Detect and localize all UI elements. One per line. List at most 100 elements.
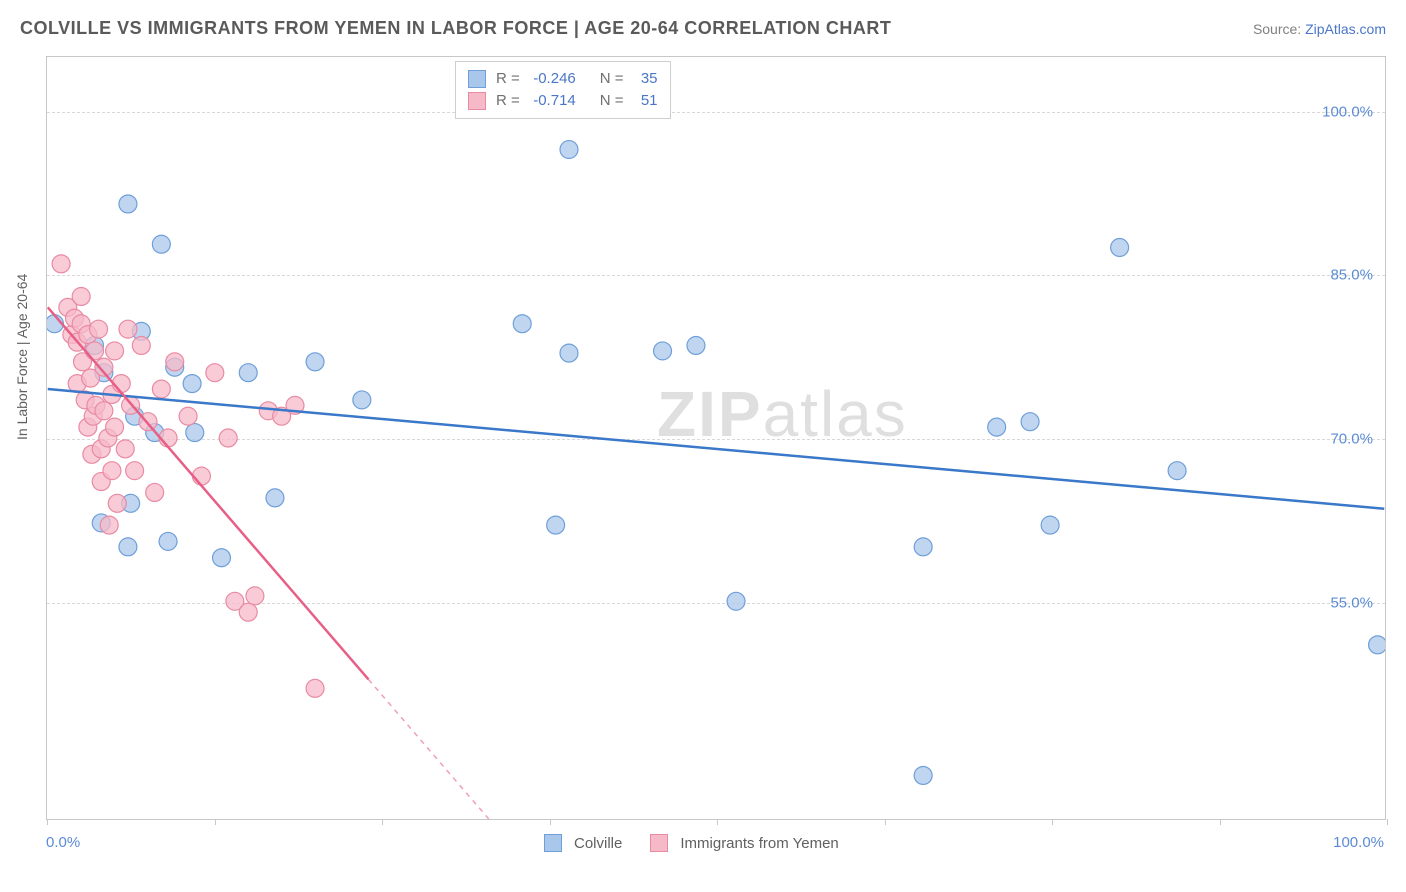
data-point — [86, 342, 104, 360]
data-point — [914, 538, 932, 556]
data-point — [79, 418, 97, 436]
data-point — [547, 516, 565, 534]
stat-n-value: 35 — [630, 68, 658, 90]
data-point — [90, 320, 108, 338]
data-point — [95, 364, 113, 382]
data-point — [68, 333, 86, 351]
stat-r-label: R = — [496, 90, 520, 112]
data-point — [92, 473, 110, 491]
legend-swatch — [468, 92, 486, 110]
y-axis-title: In Labor Force | Age 20-64 — [14, 274, 30, 440]
chart-title: COLVILLE VS IMMIGRANTS FROM YEMEN IN LAB… — [20, 18, 891, 39]
data-point — [74, 353, 92, 371]
legend-item: Colville — [544, 834, 622, 852]
data-point — [226, 592, 244, 610]
data-point — [266, 489, 284, 507]
data-point — [259, 402, 277, 420]
data-point — [687, 336, 705, 354]
x-tick-mark — [215, 819, 216, 825]
stat-r-value: -0.714 — [526, 90, 576, 112]
data-point — [1168, 462, 1186, 480]
data-point — [146, 483, 164, 501]
data-point — [87, 396, 105, 414]
x-tick-mark — [1387, 819, 1388, 825]
data-point — [654, 342, 672, 360]
data-point — [286, 396, 304, 414]
data-point — [68, 375, 86, 393]
x-tick-max: 100.0% — [1333, 834, 1384, 851]
y-tick-label: 100.0% — [1322, 103, 1373, 120]
data-point — [306, 679, 324, 697]
data-point — [72, 315, 90, 333]
x-tick-mark — [382, 819, 383, 825]
source-label: Source: — [1253, 21, 1305, 37]
data-point — [513, 315, 531, 333]
data-point — [122, 396, 140, 414]
x-tick-min: 0.0% — [46, 834, 80, 851]
x-tick-mark — [717, 819, 718, 825]
gridline-h — [47, 275, 1385, 276]
data-point — [166, 358, 184, 376]
stat-n-label: N = — [600, 68, 624, 90]
data-point — [139, 413, 157, 431]
data-point — [152, 235, 170, 253]
x-tick-mark — [1052, 819, 1053, 825]
data-point — [914, 766, 932, 784]
data-point — [100, 516, 118, 534]
legend-swatch — [650, 834, 668, 852]
data-point — [560, 344, 578, 362]
data-point — [119, 320, 137, 338]
data-point — [72, 288, 90, 306]
gridline-h — [47, 603, 1385, 604]
data-point — [179, 407, 197, 425]
data-point — [122, 494, 140, 512]
data-point — [103, 385, 121, 403]
data-point — [159, 532, 177, 550]
source-attribution: Source: ZipAtlas.com — [1253, 21, 1386, 37]
data-point — [84, 407, 102, 425]
data-point — [159, 429, 177, 447]
data-point — [213, 549, 231, 567]
data-point — [99, 429, 117, 447]
data-point — [560, 141, 578, 159]
data-point — [112, 375, 130, 393]
data-point — [239, 603, 257, 621]
x-tick-mark — [1220, 819, 1221, 825]
data-point — [192, 467, 210, 485]
trend-line-dashed — [369, 679, 489, 819]
series-legend: ColvilleImmigrants from Yemen — [544, 834, 839, 852]
data-point — [47, 315, 63, 333]
data-point — [1111, 239, 1129, 257]
correlation-stats-box: R =-0.246N =35R =-0.714N =51 — [455, 61, 671, 119]
data-point — [95, 358, 113, 376]
y-tick-label: 55.0% — [1330, 594, 1373, 611]
stat-r-value: -0.246 — [526, 68, 576, 90]
gridline-h — [47, 439, 1385, 440]
data-point — [116, 440, 134, 458]
data-point — [183, 375, 201, 393]
data-point — [119, 538, 137, 556]
gridline-h — [47, 112, 1385, 113]
stats-row: R =-0.246N =35 — [468, 68, 658, 90]
data-point — [106, 418, 124, 436]
data-point — [126, 407, 144, 425]
y-tick-label: 70.0% — [1330, 431, 1373, 448]
data-point — [219, 429, 237, 447]
data-point — [103, 462, 121, 480]
x-tick-mark — [885, 819, 886, 825]
data-point — [92, 514, 110, 532]
scatter-plot-area: ZIPatlas R =-0.246N =35R =-0.714N =51 55… — [46, 56, 1386, 820]
stats-row: R =-0.714N =51 — [468, 90, 658, 112]
data-point — [132, 336, 150, 354]
data-point — [59, 298, 77, 316]
data-point — [273, 407, 291, 425]
data-point — [63, 326, 81, 344]
data-point — [86, 336, 104, 354]
data-point — [76, 391, 94, 409]
source-link[interactable]: ZipAtlas.com — [1305, 21, 1386, 37]
data-point — [126, 462, 144, 480]
data-point — [52, 255, 70, 273]
data-point — [106, 342, 124, 360]
data-point — [83, 445, 101, 463]
trend-line — [48, 307, 369, 679]
